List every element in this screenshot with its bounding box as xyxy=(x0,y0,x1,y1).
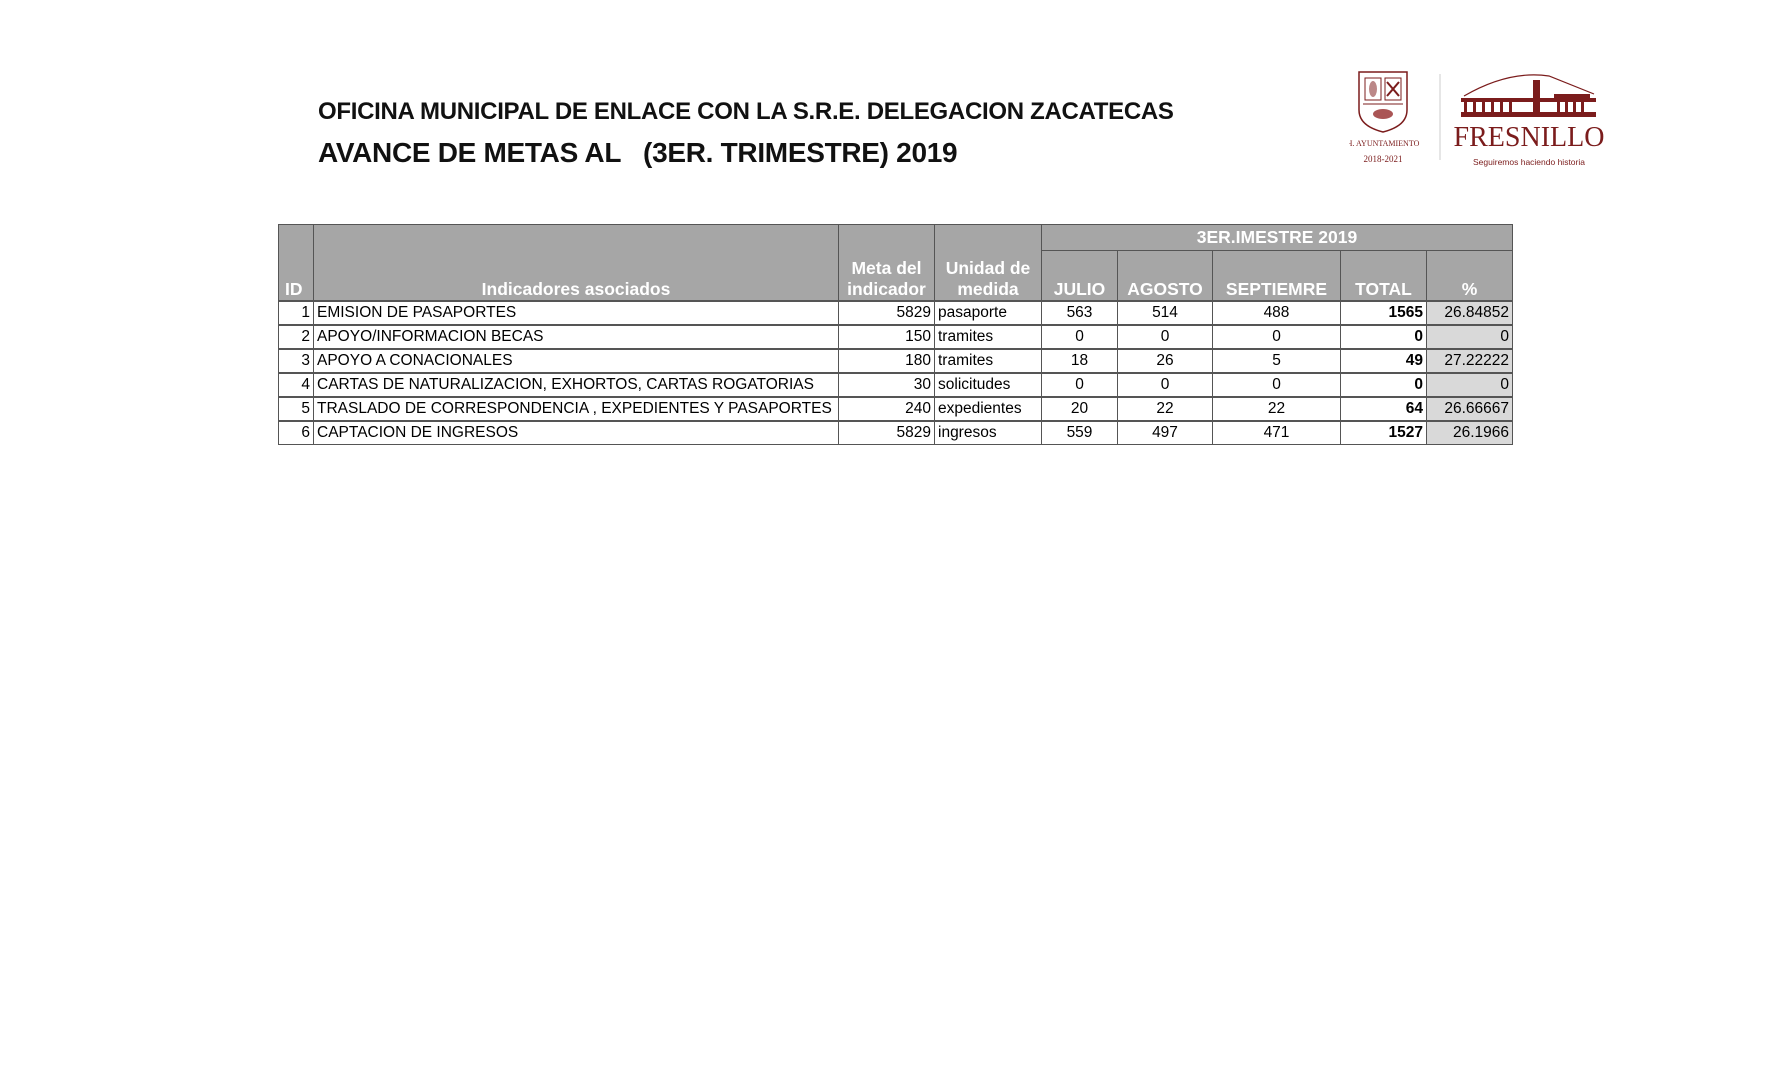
table-row: 5 TRASLADO DE CORRESPONDENCIA , EXPEDIENT… xyxy=(278,396,1513,421)
table-row: 6 CAPTACION DE INGRESOS 5829 ingresos 559 497… xyxy=(278,420,1513,445)
cell-august: 22 xyxy=(1117,396,1213,421)
cell-september: 0 xyxy=(1212,372,1341,397)
col-header-percent: % xyxy=(1426,250,1513,301)
cell-unit: tramites xyxy=(934,348,1042,373)
cell-august: 497 xyxy=(1117,420,1213,445)
col-header-september: SEPTIEMRE xyxy=(1212,250,1341,301)
cell-goal: 150 xyxy=(838,324,935,349)
cell-july: 559 xyxy=(1041,420,1118,445)
cell-percent: 0 xyxy=(1426,324,1513,349)
cell-unit: expedientes xyxy=(934,396,1042,421)
seal-caption-2: 2018-2021 xyxy=(1364,154,1403,164)
cell-goal: 180 xyxy=(838,348,935,373)
cell-september: 0 xyxy=(1212,324,1341,349)
cell-july: 18 xyxy=(1041,348,1118,373)
document-title: OFICINA MUNICIPAL DE ENLACE CON LA S.R.E… xyxy=(318,98,1174,125)
cell-id: 4 xyxy=(278,372,314,397)
table-row: 4 CARTAS DE NATURALIZACION, EXHORTOS, CAR… xyxy=(278,372,1513,397)
col-header-indicator: Indicadores asociados xyxy=(313,224,839,301)
cell-august: 0 xyxy=(1117,324,1213,349)
seal-icon xyxy=(1358,71,1408,133)
seal-caption-1: H. AYUNTAMIENTO xyxy=(1349,139,1420,148)
cell-total: 1527 xyxy=(1340,420,1427,445)
cell-unit: solicitudes xyxy=(934,372,1042,397)
cell-total: 49 xyxy=(1340,348,1427,373)
cell-indicator: CARTAS DE NATURALIZACION, EXHORTOS, CART… xyxy=(313,372,839,397)
col-header-unit: Unidad de medida xyxy=(934,224,1042,301)
cell-goal: 240 xyxy=(838,396,935,421)
cell-id: 1 xyxy=(278,300,314,325)
brand-name: FRESNILLO xyxy=(1454,122,1605,153)
cell-september: 488 xyxy=(1212,300,1341,325)
cell-july: 20 xyxy=(1041,396,1118,421)
cell-id: 6 xyxy=(278,420,314,445)
cell-percent: 0 xyxy=(1426,372,1513,397)
col-header-total: TOTAL xyxy=(1340,250,1427,301)
brand-slogan: Seguiremos haciendo historia xyxy=(1473,157,1585,167)
cell-indicator: TRASLADO DE CORRESPONDENCIA , EXPEDIENTE… xyxy=(313,396,839,421)
table-row: 1 EMISION DE PASAPORTES 5829 pasaporte 563 51… xyxy=(278,300,1513,325)
cell-goal: 5829 xyxy=(838,300,935,325)
cell-indicator: APOYO/INFORMACION BECAS xyxy=(313,324,839,349)
cell-percent: 26.1966 xyxy=(1426,420,1513,445)
cell-percent: 26.84852 xyxy=(1426,300,1513,325)
cell-july: 0 xyxy=(1041,372,1118,397)
cell-indicator: EMISION DE PASAPORTES xyxy=(313,300,839,325)
cell-september: 22 xyxy=(1212,396,1341,421)
document-subtitle: AVANCE DE METAS AL (3ER. TRIMESTRE) 2019 xyxy=(318,137,958,168)
table-row: 2 APOYO/INFORMACION BECAS 150 tramites 0 0 0 0 0 xyxy=(278,324,1513,349)
cell-september: 5 xyxy=(1212,348,1341,373)
cell-id: 2 xyxy=(278,324,314,349)
cell-unit: tramites xyxy=(934,324,1042,349)
cell-total: 1565 xyxy=(1340,300,1427,325)
cell-percent: 27.22222 xyxy=(1426,348,1513,373)
goals-table: ID Indicadores asociados Meta del indica… xyxy=(278,224,1513,445)
cell-indicator: APOYO A CONACIONALES xyxy=(313,348,839,373)
municipal-logos: H. AYUNTAMIENTO 2018-2021 FRESNILLO Segu… xyxy=(1347,71,1605,167)
cell-percent: 26.66667 xyxy=(1426,396,1513,421)
fresnillo-building-icon xyxy=(1461,74,1596,117)
cell-total: 64 xyxy=(1340,396,1427,421)
cell-id: 5 xyxy=(278,396,314,421)
cell-unit: pasaporte xyxy=(934,300,1042,325)
cell-july: 563 xyxy=(1041,300,1118,325)
cell-july: 0 xyxy=(1041,324,1118,349)
col-header-goal: Meta del indicador xyxy=(838,224,935,301)
group-header-quarter: 3ER.IMESTRE 2019 xyxy=(1041,224,1513,251)
col-header-july: JULIO xyxy=(1041,250,1118,301)
table-row: 3 APOYO A CONACIONALES 180 tramites 18 26 5 49 2… xyxy=(278,348,1513,373)
cell-goal: 5829 xyxy=(838,420,935,445)
cell-indicator: CAPTACION DE INGRESOS xyxy=(313,420,839,445)
cell-september: 471 xyxy=(1212,420,1341,445)
cell-unit: ingresos xyxy=(934,420,1042,445)
cell-total: 0 xyxy=(1340,324,1427,349)
cell-august: 514 xyxy=(1117,300,1213,325)
col-header-august: AGOSTO xyxy=(1117,250,1213,301)
cell-august: 26 xyxy=(1117,348,1213,373)
logos: H. AYUNTAMIENTO 2018-2021 FRESNILLO Segu… xyxy=(1347,68,1619,170)
cell-total: 0 xyxy=(1340,372,1427,397)
cell-goal: 30 xyxy=(838,372,935,397)
col-header-id: ID xyxy=(278,224,314,301)
cell-id: 3 xyxy=(278,348,314,373)
cell-august: 0 xyxy=(1117,372,1213,397)
